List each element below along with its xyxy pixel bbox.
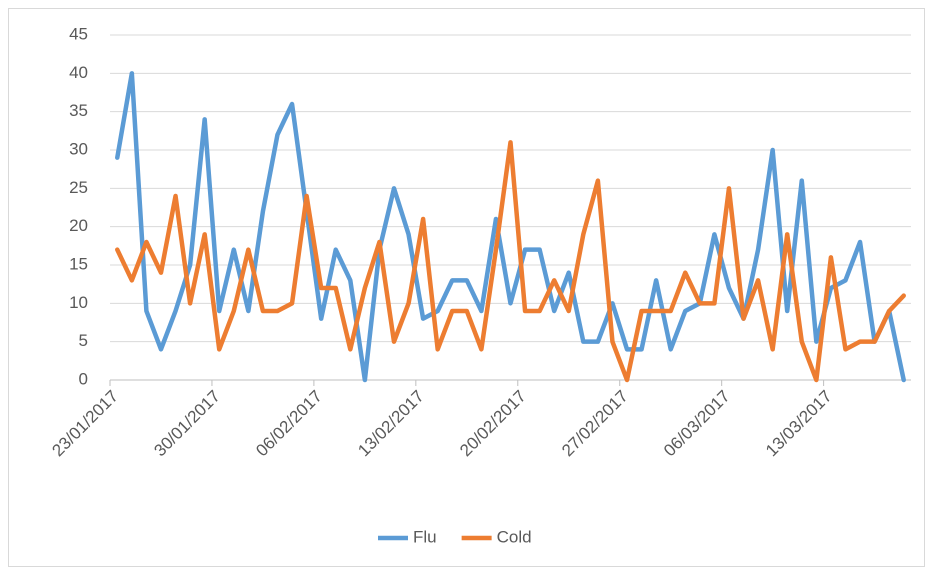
series-line xyxy=(115,71,906,383)
legend-label: Flu xyxy=(413,527,437,546)
legend-label: Cold xyxy=(497,527,532,546)
y-tick-label: 15 xyxy=(69,254,88,273)
y-tick-label: 40 xyxy=(69,63,88,82)
y-tick-label: 30 xyxy=(69,139,88,158)
y-tick-label: 25 xyxy=(69,178,88,197)
y-tick-label: 45 xyxy=(69,24,88,43)
y-tick-label: 0 xyxy=(79,369,88,388)
y-tick-label: 10 xyxy=(69,293,88,312)
y-tick-label: 20 xyxy=(69,216,88,235)
series-line xyxy=(115,140,906,383)
y-tick-label: 35 xyxy=(69,101,88,120)
y-tick-label: 5 xyxy=(79,331,88,350)
chart-frame xyxy=(8,8,925,567)
